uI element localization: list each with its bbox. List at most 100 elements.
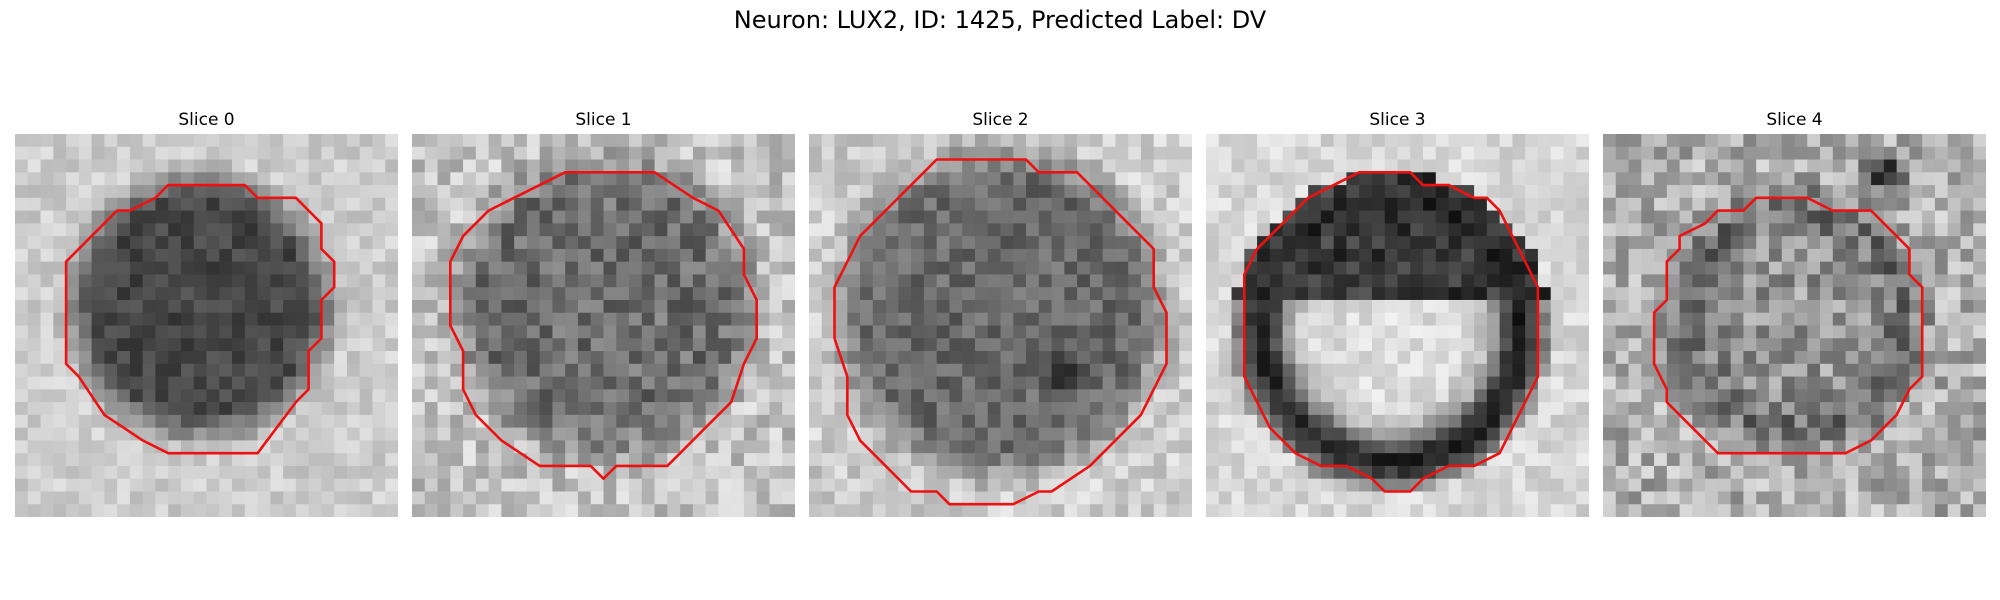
pixel-cell [78,453,92,467]
pixel-cell [219,478,233,492]
pixel-cell [1218,376,1232,390]
pixel-cell [1679,185,1693,199]
pixel-cell [1282,389,1296,403]
pixel-cell [295,363,310,377]
pixel-cell [782,414,795,429]
pixel-cell [590,261,604,275]
pixel-cell [193,440,207,454]
pixel-cell [1550,185,1564,199]
pixel-cell [155,134,169,148]
pixel-cell [155,274,169,288]
pixel-cell [1820,351,1834,365]
pixel-cell [1051,504,1065,517]
pixel-cell [1730,338,1744,352]
pixel-cell [372,465,386,480]
pixel-cell [936,159,950,173]
pixel-cell [962,223,976,237]
pixel-cell [1231,299,1245,314]
pixel-cell [1820,172,1834,186]
pixel-cell [1871,159,1885,173]
pixel-cell [1397,146,1411,160]
pixel-cell [1909,363,1923,377]
pixel-cell [308,197,322,211]
pixel-cell [1499,274,1513,288]
pixel-cell [1692,210,1706,224]
pixel-cell [1231,197,1245,211]
pixel-cell [885,134,899,148]
pixel-cell [692,491,707,505]
pixel-cell [577,223,592,237]
pixel-cell [270,287,284,301]
pixel-cell [821,159,835,173]
pixel-cell [1960,453,1974,467]
pixel-cell [590,210,604,224]
pixel-cell [1257,197,1271,211]
pixel-cell [898,363,912,377]
pixel-cell [1679,351,1693,365]
pixel-cell [974,491,989,505]
pixel-cell [78,197,92,211]
pixel-cell [1807,172,1821,186]
pixel-cell [129,146,144,160]
pixel-cell [641,338,655,352]
pixel-cell [1038,363,1052,377]
pixel-cell [40,427,54,441]
pixel-cell [308,325,322,339]
pixel-cell [949,414,963,429]
pixel-cell [552,223,566,237]
pixel-cell [270,440,284,454]
pixel-cell [1576,376,1589,390]
pixel-cell [1832,134,1846,148]
pixel-cell [270,363,284,377]
pixel-cell [117,465,131,480]
pixel-cell [244,363,258,377]
pixel-cell [860,134,874,148]
pixel-cell [91,248,105,263]
pixel-cell [936,274,950,288]
pixel-cell [1166,146,1180,160]
pixel-cell [1973,146,1986,160]
pixel-cell [1499,210,1513,224]
pixel-cell [385,185,398,199]
pixel-cell [66,274,80,288]
pixel-cell [987,185,1001,199]
pixel-cell [629,223,643,237]
pixel-cell [15,287,29,301]
pixel-cell [1128,478,1142,492]
pixel-cell [1206,504,1220,517]
pixel-cell [1896,351,1910,365]
pixel-cell [1435,402,1449,416]
pixel-cell [53,261,67,275]
pixel-cell [53,465,67,480]
pixel-cell [743,453,758,467]
pixel-cell [1269,363,1283,377]
pixel-cell [743,504,758,517]
pixel-cell [219,325,233,339]
pixel-cell [40,274,54,288]
pixel-cell [244,351,258,365]
pixel-cell [1206,299,1220,314]
pixel-cell [949,351,963,365]
pixel-cell [1679,172,1693,186]
pixel-cell [705,389,719,403]
pixel-cell [1000,478,1014,492]
pixel-cell [463,325,477,339]
pixel-cell [488,274,502,288]
pixel-cell [526,363,541,377]
pixel-cell [1153,248,1167,263]
pixel-cell [936,376,950,390]
pixel-cell [1563,261,1577,275]
pixel-cell [1486,325,1501,339]
pixel-cell [1448,236,1462,250]
pixel-cell [1140,312,1155,326]
pixel-cell [1576,172,1589,186]
pixel-cell [321,312,335,326]
pixel-cell [1550,274,1564,288]
pixel-cell [654,427,668,441]
pixel-cell [1781,236,1795,250]
pixel-cell [257,146,271,160]
pixel-cell [270,299,284,314]
pixel-cell [1359,440,1373,454]
pixel-cell [1743,363,1757,377]
pixel-cell [412,274,426,288]
